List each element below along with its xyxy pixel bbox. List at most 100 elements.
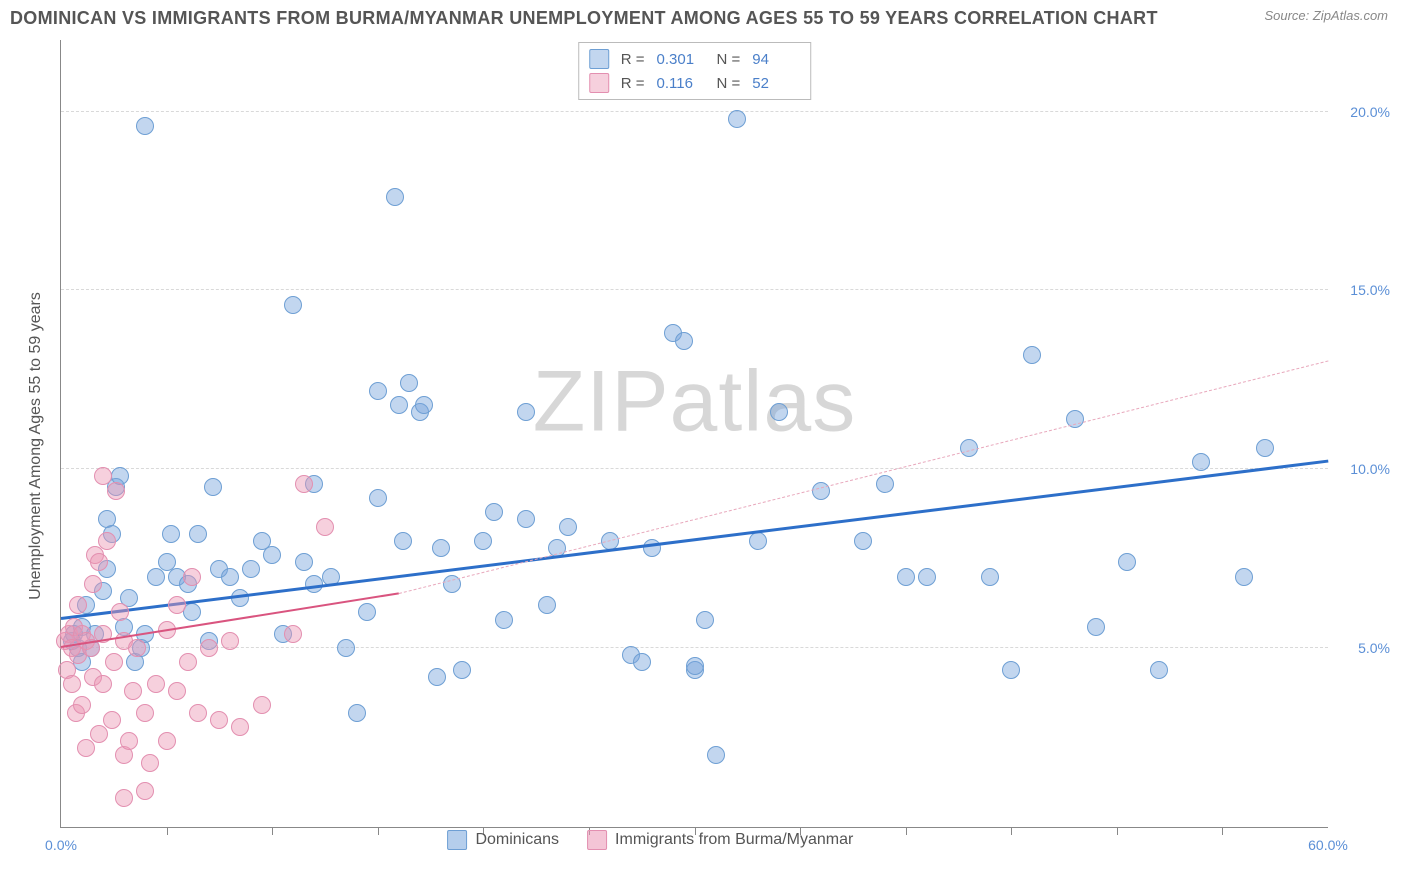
data-point bbox=[77, 739, 95, 757]
data-point bbox=[369, 489, 387, 507]
data-point bbox=[94, 675, 112, 693]
data-point bbox=[316, 518, 334, 536]
trend-line bbox=[61, 459, 1328, 619]
stat-r-value: 0.116 bbox=[657, 75, 705, 92]
data-point bbox=[517, 403, 535, 421]
legend-swatch bbox=[589, 73, 609, 93]
data-point bbox=[453, 661, 471, 679]
data-point bbox=[253, 696, 271, 714]
data-point bbox=[770, 403, 788, 421]
x-tick-label: 0.0% bbox=[45, 837, 77, 853]
stat-n-value: 52 bbox=[752, 75, 800, 92]
data-point bbox=[1150, 661, 1168, 679]
stat-n-value: 94 bbox=[752, 51, 800, 68]
data-point bbox=[221, 568, 239, 586]
legend-label: Dominicans bbox=[475, 831, 559, 849]
data-point bbox=[84, 575, 102, 593]
data-point bbox=[675, 332, 693, 350]
data-point bbox=[295, 553, 313, 571]
data-point bbox=[147, 675, 165, 693]
chart-container: Unemployment Among Ages 55 to 59 years Z… bbox=[42, 40, 1394, 852]
legend-swatch bbox=[589, 49, 609, 69]
data-point bbox=[183, 568, 201, 586]
data-point bbox=[189, 525, 207, 543]
data-point bbox=[111, 603, 129, 621]
data-point bbox=[200, 639, 218, 657]
data-point bbox=[1118, 553, 1136, 571]
data-point bbox=[358, 603, 376, 621]
x-tick bbox=[167, 827, 168, 835]
data-point bbox=[390, 396, 408, 414]
data-point bbox=[386, 188, 404, 206]
data-point bbox=[90, 725, 108, 743]
data-point bbox=[696, 611, 714, 629]
y-tick-label: 20.0% bbox=[1350, 104, 1390, 120]
gridline-h bbox=[61, 111, 1328, 112]
gridline-h bbox=[61, 468, 1328, 469]
chart-title: DOMINICAN VS IMMIGRANTS FROM BURMA/MYANM… bbox=[10, 8, 1158, 29]
data-point bbox=[707, 746, 725, 764]
data-point bbox=[485, 503, 503, 521]
data-point bbox=[124, 682, 142, 700]
legend-item: Immigrants from Burma/Myanmar bbox=[587, 830, 853, 850]
data-point bbox=[263, 546, 281, 564]
data-point bbox=[179, 653, 197, 671]
data-point bbox=[120, 732, 138, 750]
data-point bbox=[136, 782, 154, 800]
data-point bbox=[474, 532, 492, 550]
x-tick bbox=[1117, 827, 1118, 835]
data-point bbox=[115, 789, 133, 807]
data-point bbox=[204, 478, 222, 496]
data-point bbox=[168, 682, 186, 700]
plot-area: ZIPatlas R =0.301N =94R =0.116N =52 5.0%… bbox=[60, 40, 1328, 828]
gridline-h bbox=[61, 647, 1328, 648]
x-tick bbox=[1011, 827, 1012, 835]
data-point bbox=[876, 475, 894, 493]
legend-stats: R =0.301N =94R =0.116N =52 bbox=[578, 42, 812, 100]
data-point bbox=[284, 296, 302, 314]
x-tick bbox=[1222, 827, 1223, 835]
data-point bbox=[633, 653, 651, 671]
data-point bbox=[517, 510, 535, 528]
data-point bbox=[141, 754, 159, 772]
data-point bbox=[415, 396, 433, 414]
data-point bbox=[73, 696, 91, 714]
data-point bbox=[369, 382, 387, 400]
data-point bbox=[1087, 618, 1105, 636]
data-point bbox=[432, 539, 450, 557]
legend-item: Dominicans bbox=[447, 830, 559, 850]
data-point bbox=[242, 560, 260, 578]
data-point bbox=[538, 596, 556, 614]
data-point bbox=[1192, 453, 1210, 471]
data-point bbox=[394, 532, 412, 550]
data-point bbox=[428, 668, 446, 686]
legend-swatch bbox=[447, 830, 467, 850]
data-point bbox=[918, 568, 936, 586]
data-point bbox=[136, 117, 154, 135]
data-point bbox=[981, 568, 999, 586]
y-axis-label: Unemployment Among Ages 55 to 59 years bbox=[27, 292, 45, 600]
x-tick-label: 60.0% bbox=[1308, 837, 1348, 853]
data-point bbox=[107, 482, 125, 500]
data-point bbox=[189, 704, 207, 722]
data-point bbox=[231, 718, 249, 736]
legend-stat-row: R =0.116N =52 bbox=[589, 71, 801, 95]
data-point bbox=[162, 525, 180, 543]
data-point bbox=[812, 482, 830, 500]
data-point bbox=[1235, 568, 1253, 586]
data-point bbox=[210, 711, 228, 729]
x-tick bbox=[906, 827, 907, 835]
data-point bbox=[728, 110, 746, 128]
data-point bbox=[158, 732, 176, 750]
data-point bbox=[1023, 346, 1041, 364]
data-point bbox=[897, 568, 915, 586]
y-tick-label: 15.0% bbox=[1350, 282, 1390, 298]
data-point bbox=[168, 596, 186, 614]
legend-stat-row: R =0.301N =94 bbox=[589, 47, 801, 71]
data-point bbox=[98, 532, 116, 550]
watermark: ZIPatlas bbox=[533, 353, 856, 452]
data-point bbox=[400, 374, 418, 392]
data-point bbox=[105, 653, 123, 671]
data-point bbox=[854, 532, 872, 550]
stat-r-value: 0.301 bbox=[657, 51, 705, 68]
